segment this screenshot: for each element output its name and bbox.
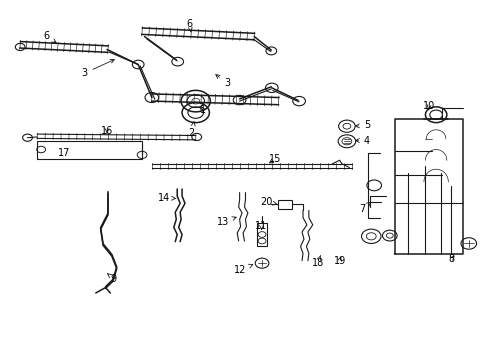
Text: 1: 1 bbox=[200, 105, 206, 115]
Text: 4: 4 bbox=[355, 136, 369, 145]
Bar bbox=[277, 200, 292, 209]
Text: 6: 6 bbox=[43, 31, 56, 43]
Text: 3: 3 bbox=[81, 59, 114, 78]
Text: 2: 2 bbox=[188, 122, 195, 138]
Text: 10: 10 bbox=[422, 102, 434, 112]
Text: 5: 5 bbox=[355, 121, 369, 130]
Text: 14: 14 bbox=[158, 193, 176, 203]
Text: 19: 19 bbox=[333, 256, 345, 266]
Text: 16: 16 bbox=[101, 126, 113, 135]
Bar bbox=[256, 223, 267, 246]
Text: 12: 12 bbox=[234, 264, 252, 275]
Text: 11: 11 bbox=[255, 221, 267, 231]
Text: 6: 6 bbox=[186, 19, 193, 32]
Text: 9: 9 bbox=[107, 274, 117, 284]
Text: 15: 15 bbox=[268, 154, 281, 164]
Text: 7: 7 bbox=[359, 202, 370, 215]
Text: 3: 3 bbox=[215, 75, 230, 88]
Text: 20: 20 bbox=[260, 197, 276, 207]
Text: 8: 8 bbox=[447, 254, 453, 264]
Text: 13: 13 bbox=[216, 217, 236, 227]
Bar bbox=[37, 140, 142, 159]
Text: 17: 17 bbox=[58, 148, 70, 158]
Text: 18: 18 bbox=[311, 255, 323, 268]
